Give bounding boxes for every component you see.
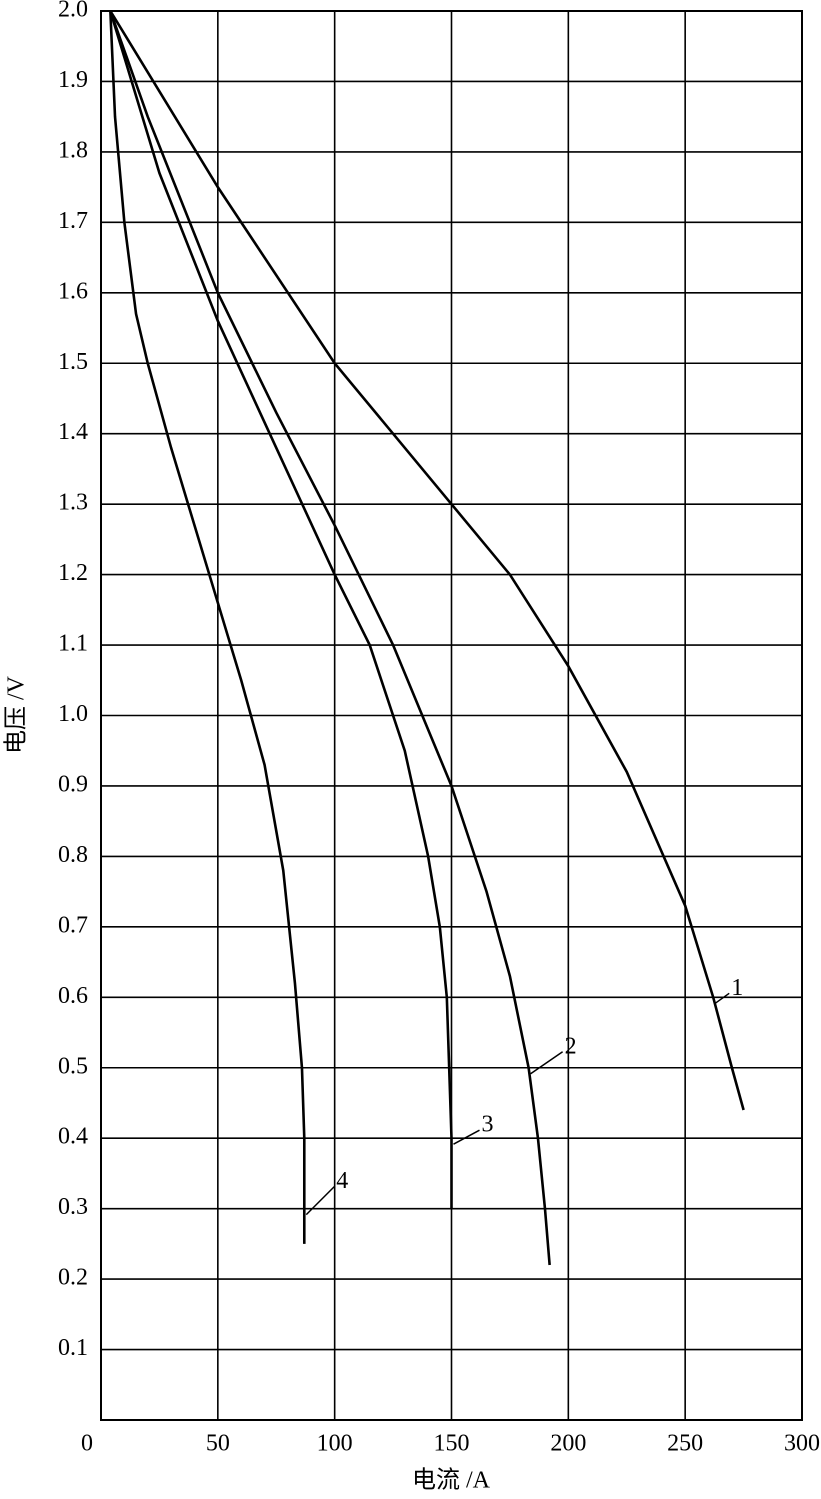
y-tick-label: 0.1 bbox=[58, 1335, 88, 1361]
x-tick-label: 300 bbox=[784, 1431, 820, 1457]
y-tick-label: 1.5 bbox=[58, 349, 88, 375]
line-series bbox=[109, 10, 551, 1266]
y-tick-label: 1.3 bbox=[58, 490, 88, 516]
x-tick-label: 100 bbox=[317, 1431, 353, 1457]
y-tick-label: 1.9 bbox=[58, 67, 88, 93]
y-tick-label: 1.4 bbox=[58, 419, 88, 445]
series-label: 2 bbox=[565, 1033, 577, 1059]
y-tick-label: 0.6 bbox=[58, 983, 88, 1009]
y-tick-label: 1.0 bbox=[58, 701, 88, 727]
series-label: 1 bbox=[731, 975, 743, 1001]
label-leader bbox=[453, 1129, 480, 1145]
line-series bbox=[109, 10, 745, 1111]
y-tick-label: 1.1 bbox=[58, 631, 88, 657]
y-tick-label: 0.9 bbox=[58, 771, 88, 797]
line-series bbox=[109, 10, 306, 1244]
x-axis-title: 电流 /A bbox=[412, 1467, 491, 1494]
y-tick-label: 1.2 bbox=[58, 560, 88, 586]
label-leader bbox=[530, 1051, 564, 1075]
y-tick-label: 0.3 bbox=[58, 1194, 88, 1220]
label-leader bbox=[305, 1186, 335, 1216]
line-series bbox=[109, 10, 453, 1209]
y-axis-title: 电压 /V bbox=[3, 675, 30, 754]
label-leader bbox=[714, 992, 730, 1004]
y-tick-label: 1.6 bbox=[58, 278, 88, 304]
x-tick-label: 50 bbox=[206, 1431, 230, 1457]
x-tick-label: 200 bbox=[550, 1431, 586, 1457]
y-tick-label: 0.4 bbox=[58, 1124, 88, 1150]
y-tick-label: 0.2 bbox=[58, 1265, 88, 1291]
y-tick-label: 0.5 bbox=[58, 1053, 88, 1079]
series-label: 4 bbox=[336, 1168, 348, 1194]
x-tick-label: 0 bbox=[81, 1431, 93, 1457]
y-tick-label: 1.7 bbox=[58, 208, 88, 234]
x-tick-label: 250 bbox=[667, 1431, 703, 1457]
x-tick-label: 150 bbox=[434, 1431, 470, 1457]
y-tick-label: 1.8 bbox=[58, 137, 88, 163]
y-tick-label: 2.0 bbox=[58, 0, 88, 23]
series-label: 3 bbox=[482, 1112, 494, 1138]
y-tick-label: 0.8 bbox=[58, 842, 88, 868]
y-tick-label: 0.7 bbox=[58, 912, 88, 938]
